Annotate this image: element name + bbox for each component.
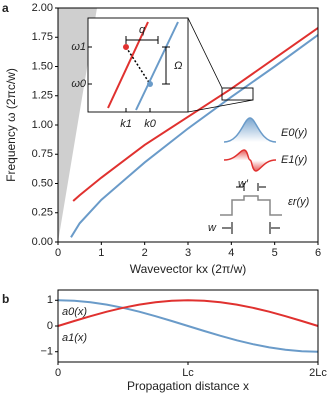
x-tick-label: 5 <box>272 247 278 259</box>
panel-label: b <box>2 292 9 306</box>
zoom-box <box>221 87 254 101</box>
y-tick-label: 0.25 <box>32 207 53 219</box>
annotation: w <box>208 222 217 234</box>
series-line <box>72 27 319 202</box>
zoom-line <box>187 17 223 89</box>
point <box>123 44 129 50</box>
inset-label: q <box>139 24 146 36</box>
x-tick-label: Lc <box>182 367 194 379</box>
y-tick-label: 0.75 <box>32 148 53 160</box>
transition <box>125 46 151 85</box>
y-tick-label: 1.00 <box>32 119 53 131</box>
y-tick-label: 0.50 <box>32 177 53 189</box>
series-line <box>70 34 319 238</box>
inset-line <box>135 21 179 111</box>
x-axis-label: Propagation distance x <box>127 379 249 393</box>
inset-label: k0 <box>144 118 157 130</box>
y-tick-label: 0 <box>47 320 53 332</box>
x-tick-label: 3 <box>185 247 191 259</box>
legend-label: a0(x) <box>62 306 87 318</box>
x-tick-label: 1 <box>98 247 104 259</box>
series-line <box>57 299 319 327</box>
inset-line <box>107 21 149 109</box>
light-cone <box>58 8 97 242</box>
y-tick-label: −1 <box>40 346 53 358</box>
series-line <box>57 299 319 353</box>
legend-label: E1(y) <box>281 154 308 166</box>
y-tick-label: 1.50 <box>32 60 53 72</box>
legend-label: E0(y) <box>281 127 308 139</box>
y-tick-label: 1.25 <box>32 90 53 102</box>
inset-label: k1 <box>120 118 132 130</box>
permittivity <box>220 195 282 216</box>
y-tick-label: 2.00 <box>32 2 53 14</box>
mode-e1 <box>223 149 277 172</box>
point <box>147 81 153 87</box>
panel-label: a <box>2 1 9 15</box>
zoom-line <box>187 99 254 113</box>
inset-label: Ω <box>174 60 182 72</box>
x-tick-label: 4 <box>228 247 234 259</box>
y-tick-label: 1 <box>47 294 53 306</box>
annotation: w′ <box>238 178 249 190</box>
mode-e0 <box>223 117 277 143</box>
x-tick-label: 0 <box>55 367 61 379</box>
y-tick-label: 1.75 <box>32 31 53 43</box>
y-tick-label: 0.00 <box>32 236 53 248</box>
legend-label: a1(x) <box>62 332 87 344</box>
x-tick-label: 2 <box>142 247 148 259</box>
y-axis-label: Frequency ω (2πc/w) <box>4 68 18 182</box>
inset-label: ω0 <box>71 78 87 90</box>
annotation: εr(y) <box>288 196 310 208</box>
x-tick-label: 0 <box>55 247 61 259</box>
x-tick-label: 2Lc <box>309 367 327 379</box>
mode-fill <box>224 118 276 142</box>
x-axis-label: Wavevector kx (2π/w) <box>130 262 247 276</box>
inset-label: ω1 <box>71 41 86 53</box>
x-tick-label: 6 <box>315 247 321 259</box>
